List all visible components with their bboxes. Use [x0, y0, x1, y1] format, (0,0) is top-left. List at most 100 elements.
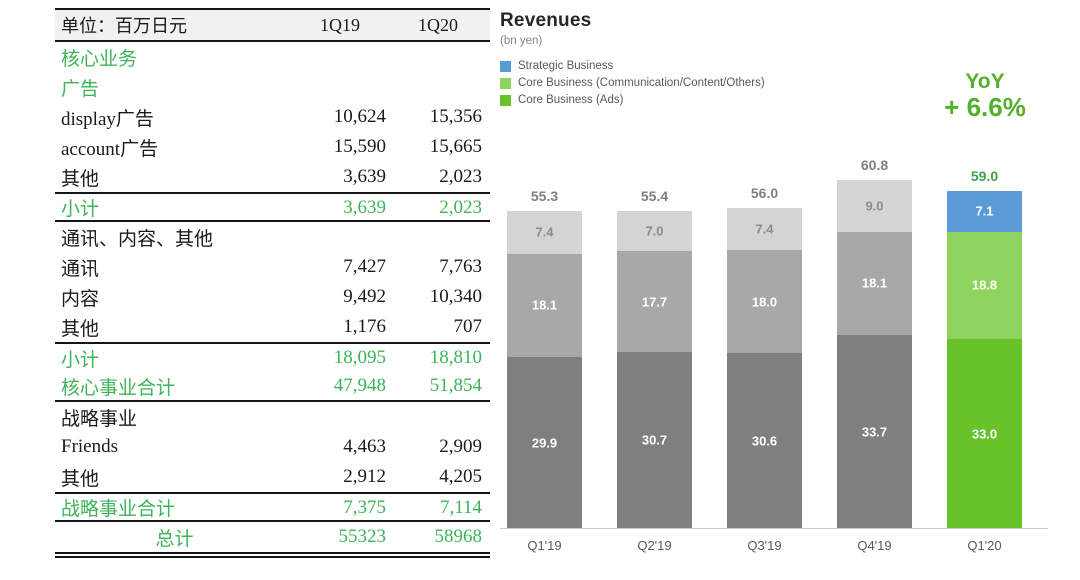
table-row-comm-subtotal: 小计 18,095 18,810 — [55, 342, 490, 372]
legend-swatch-strategic — [500, 60, 511, 72]
bar-segment-value: 18.8 — [971, 277, 998, 293]
table-header-row: 单位：百万日元 1Q19 1Q20 — [55, 8, 490, 42]
row-label: 其他 — [61, 468, 100, 490]
table-row-strategic-section: 战略事业 — [55, 402, 490, 432]
row-label: 其他 — [61, 168, 100, 190]
row-value-1q19: 10,624 — [333, 106, 386, 127]
column-header-1q20: 1Q20 — [418, 14, 458, 35]
legend-item-strategic: Strategic Business — [500, 60, 1060, 72]
legend-item-core-ads: Core Business (Ads) — [500, 94, 1060, 106]
row-label: 战略事业 — [61, 408, 138, 430]
table-row-core-total: 核心事业合计 47,948 51,854 — [55, 372, 490, 402]
bar-total-label: 60.8 — [860, 157, 889, 174]
chart-plot-area: 55.3 7.4 18.1 29.9 55.4 7.0 17.7 30.7 56.0 7.4 18.… — [500, 150, 1048, 553]
unit-label: 单位：百万日元 — [61, 16, 187, 36]
table-row-content: 内容 9,492 10,340 — [55, 282, 490, 312]
bar-total-label: 56.0 — [750, 184, 779, 201]
bar-segment-value: 33.0 — [971, 426, 998, 442]
row-label: 其他 — [61, 318, 100, 340]
row-value-1q19: 2,912 — [343, 466, 386, 487]
row-label: 小计 — [61, 199, 100, 220]
bar-total-label: 55.3 — [530, 188, 559, 205]
legend-label: Strategic Business — [518, 60, 614, 72]
table-row-comm-other: 其他 1,176 707 — [55, 312, 490, 342]
table-row-ads-subtotal: 小计 3,639 2,023 — [55, 192, 490, 222]
legend-swatch-core-comm — [500, 77, 511, 89]
row-label: 总计 — [155, 528, 194, 550]
row-value-1q19: 7,427 — [343, 256, 386, 277]
bar-segment-value: 29.9 — [531, 435, 558, 450]
row-value-1q19: 7,375 — [343, 496, 386, 518]
row-label: 通讯、内容、其他 — [61, 228, 214, 250]
bar-segment-value: 7.4 — [755, 221, 774, 237]
row-value-1q20: 4,205 — [439, 466, 482, 487]
bar-segment: 7.4 — [727, 207, 802, 250]
chart-subtitle: (bn yen) — [500, 35, 543, 47]
row-value-1q20: 51,854 — [429, 375, 482, 396]
bar-segment-value: 9.0 — [865, 198, 884, 214]
table-row-strategic-total: 战略事业合计 7,375 7,114 — [55, 492, 490, 522]
bar-segment: 33.7 — [837, 335, 912, 528]
legend-label: Core Business (Ads) — [518, 94, 624, 106]
bar-segment-value: 18.0 — [751, 294, 778, 309]
table-bottom-rule — [55, 552, 490, 558]
column-header-1q19: 1Q19 — [320, 14, 360, 35]
row-label: Friends — [61, 436, 118, 457]
bar-total-label: 59.0 — [970, 168, 999, 185]
x-axis-labels: Q1'19 Q2'19 Q3'19 Q4'19 Q1'20 — [500, 538, 1048, 553]
table-row-ads-other: 其他 3,639 2,023 — [55, 162, 490, 192]
row-value-1q19: 9,492 — [343, 286, 386, 307]
row-label: 战略事业合计 — [61, 499, 176, 520]
financial-table: 单位：百万日元 1Q19 1Q20 核心业务 广告 display广告 10,6… — [55, 8, 490, 558]
x-axis-label: Q3'19 — [747, 538, 782, 553]
row-value-1q19: 4,463 — [343, 436, 386, 457]
yoy-title: YoY — [965, 70, 1005, 93]
row-value-1q19: 18,095 — [333, 347, 386, 368]
bar-segment: 18.1 — [837, 231, 912, 336]
row-value-1q19: 3,639 — [343, 196, 386, 218]
chart-title: Revenues — [500, 10, 592, 31]
bar-group-q319: 56.0 7.4 18.0 30.6 — [727, 185, 802, 528]
row-value-1q20: 2,023 — [439, 196, 482, 218]
row-value-1q20: 2,023 — [439, 166, 482, 187]
row-value-1q20: 58968 — [434, 526, 483, 547]
bar-segment-value: 33.7 — [861, 424, 888, 440]
bar-segment-value: 7.0 — [645, 223, 664, 239]
bar-group-q119: 55.3 7.4 18.1 29.9 — [507, 188, 582, 528]
row-value-1q20: 15,665 — [429, 136, 482, 157]
legend-swatch-core-ads — [500, 94, 511, 106]
x-axis-label: Q4'19 — [857, 538, 892, 553]
bar-group-q419: 60.8 9.0 18.1 33.7 — [837, 157, 912, 528]
table-row-display-ads: display广告 10,624 15,356 — [55, 102, 490, 132]
yoy-annotation: YoY + 6.6% — [915, 70, 1055, 122]
bar-segment: 18.8 — [947, 231, 1022, 340]
row-value-1q19: 15,590 — [333, 136, 386, 157]
bar-group-q219: 55.4 7.0 17.7 30.7 — [617, 188, 692, 528]
table-row-strategic-other: 其他 2,912 4,205 — [55, 462, 490, 492]
bar-segment: 7.4 — [507, 211, 582, 254]
table-row-communication: 通讯 7,427 7,763 — [55, 252, 490, 282]
row-label: 通讯 — [61, 258, 100, 280]
legend-label: Core Business (Communication/Content/Oth… — [518, 77, 765, 89]
bar-segment-value: 7.4 — [535, 224, 554, 240]
row-value-1q20: 7,114 — [439, 496, 482, 518]
row-label: 内容 — [61, 288, 100, 310]
row-value-1q20: 18,810 — [429, 347, 482, 368]
row-label: account广告 — [61, 138, 159, 160]
bar-group-q120: 59.0 7.1 18.8 33.0 — [947, 168, 1022, 528]
chart-legend: Strategic Business Core Business (Commun… — [500, 60, 1060, 106]
row-value-1q20: 15,356 — [429, 106, 482, 127]
bar-segment: 7.1 — [947, 191, 1022, 232]
row-label: 小计 — [61, 349, 100, 371]
x-axis-label: Q1'19 — [527, 538, 562, 553]
x-axis-label: Q1'20 — [967, 538, 1002, 553]
bar-segment-value: 30.6 — [751, 433, 778, 448]
bar-segment: 33.0 — [947, 339, 1022, 528]
row-value-1q20: 2,909 — [439, 436, 482, 457]
table-row-friends: Friends 4,463 2,909 — [55, 432, 490, 462]
bar-segment: 18.0 — [727, 250, 802, 353]
table-row-comm-content-other-section: 通讯、内容、其他 — [55, 222, 490, 252]
bar-segment: 30.7 — [617, 352, 692, 528]
legend-item-core-comm: Core Business (Communication/Content/Oth… — [500, 77, 1060, 89]
